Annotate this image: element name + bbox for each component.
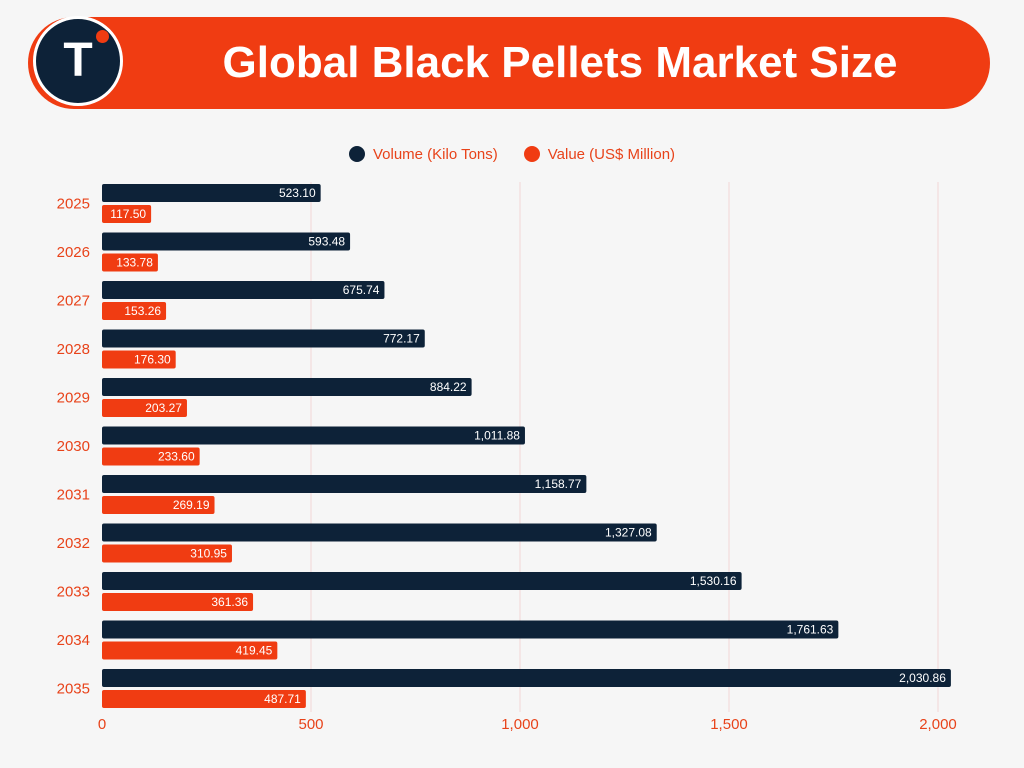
- volume-data-label: 772.17: [383, 332, 420, 346]
- volume-bar: [102, 329, 425, 348]
- year-label: 2028: [57, 341, 90, 358]
- value-bar: [102, 544, 232, 563]
- volume-data-label: 675.74: [343, 283, 380, 297]
- value-data-label: 269.19: [173, 498, 210, 512]
- volume-bar: [102, 620, 839, 639]
- x-tick-label: 0: [98, 716, 106, 733]
- value-data-label: 310.95: [190, 547, 227, 561]
- legend-swatch-volume: [348, 146, 365, 162]
- volume-bar: [102, 523, 657, 542]
- value-data-label: 233.60: [158, 450, 195, 464]
- volume-data-label: 884.22: [430, 380, 467, 394]
- year-label: 2035: [57, 681, 90, 698]
- value-bar: [102, 399, 187, 417]
- x-tick-label: 1,500: [710, 716, 748, 733]
- legend-item-value: Value (US$ Million): [523, 145, 676, 163]
- volume-bar: [102, 281, 385, 299]
- volume-data-label: 1,011.88: [474, 429, 520, 443]
- legend-swatch-value: [523, 146, 540, 162]
- value-data-label: 176.30: [134, 353, 171, 367]
- legend-item-volume: Volume (Kilo Tons): [348, 145, 498, 163]
- volume-bar: [102, 232, 351, 251]
- year-label: 2033: [57, 584, 90, 601]
- value-data-label: 133.78: [116, 256, 153, 270]
- value-bar: [102, 593, 254, 611]
- value-data-label: 117.50: [110, 207, 146, 221]
- x-tick-label: 2,000: [919, 716, 957, 733]
- value-bar: [102, 205, 152, 223]
- volume-data-label: 1,158.77: [535, 477, 582, 491]
- volume-bar: [102, 475, 587, 493]
- volume-bar: [102, 184, 321, 202]
- x-tick-label: 1,000: [501, 716, 539, 733]
- value-bar: [102, 641, 278, 660]
- year-label: 2029: [57, 390, 90, 407]
- year-label: 2031: [57, 487, 90, 504]
- value-data-label: 487.71: [264, 692, 301, 706]
- title-banner: [28, 17, 990, 109]
- volume-bar: [102, 669, 951, 687]
- value-bar: [102, 302, 167, 320]
- volume-data-label: 593.48: [308, 235, 345, 249]
- value-bar: [102, 690, 306, 708]
- chart-legend: Volume (Kilo Tons) Value (US$ Million): [0, 142, 1024, 166]
- value-bar: [102, 447, 200, 466]
- volume-bar: [102, 572, 742, 590]
- legend-label-value: Value (US$ Million): [547, 145, 676, 163]
- volume-bar: [102, 378, 472, 396]
- value-bar: [102, 496, 215, 514]
- volume-data-label: 2,030.86: [899, 671, 946, 685]
- value-data-label: 153.26: [124, 304, 161, 318]
- logo-dot: [96, 30, 109, 43]
- volume-data-label: 1,327.08: [605, 526, 652, 540]
- value-data-label: 419.45: [236, 644, 273, 658]
- volume-data-label: 1,530.16: [690, 574, 737, 588]
- volume-bar: [102, 426, 525, 445]
- value-bar: [102, 253, 158, 272]
- volume-data-label: 523.10: [279, 186, 316, 200]
- year-label: 2026: [57, 244, 90, 261]
- year-label: 2030: [57, 438, 90, 455]
- value-bar: [102, 350, 176, 369]
- year-label: 2025: [57, 196, 90, 213]
- volume-data-label: 1,761.63: [787, 623, 834, 637]
- x-tick-label: 500: [298, 716, 323, 733]
- year-label: 2032: [57, 535, 90, 552]
- chart-title: Global Black Pellets Market Size: [222, 38, 898, 87]
- value-data-label: 203.27: [145, 401, 182, 415]
- legend-label-volume: Volume (Kilo Tons): [372, 145, 498, 163]
- logo-letter: T: [63, 34, 93, 87]
- year-label: 2027: [57, 293, 90, 310]
- value-data-label: 361.36: [211, 595, 248, 609]
- year-label: 2034: [57, 632, 90, 649]
- brand-logo: T: [33, 16, 123, 106]
